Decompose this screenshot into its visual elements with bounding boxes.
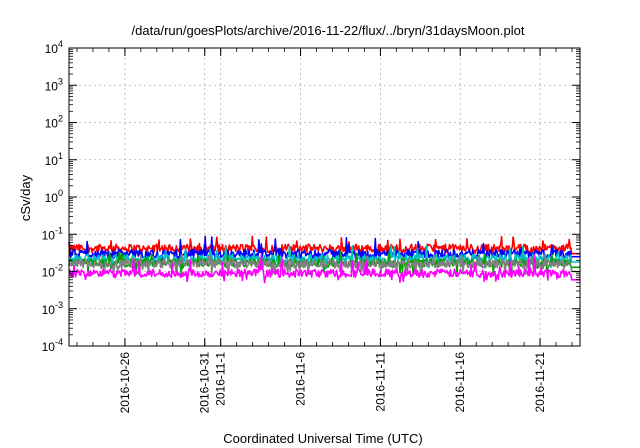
y-axis-label: cSv/day (18, 174, 33, 221)
y-tick-label: 102 (45, 114, 63, 131)
x-tick-label: 2016-11-6 (294, 352, 308, 406)
series-group (68, 235, 581, 284)
y-tick-label: 10-2 (42, 263, 63, 280)
x-tick-label: 2016-10-26 (118, 352, 132, 414)
x-tick-label: 2016-11-21 (533, 352, 547, 413)
axes (68, 47, 581, 347)
y-tick-label: 101 (45, 151, 63, 168)
x-tick-label: 2016-11-16 (453, 352, 467, 413)
series-line-3 (68, 244, 581, 270)
x-tick-label: 2016-11-11 (373, 352, 387, 412)
plot-frame (68, 47, 581, 347)
x-axis-label: Coordinated Universal Time (UTC) (223, 431, 422, 446)
x-tick-labels: 2016-10-26 2016-10-31 2016-11-1 2016-11-6 20… (118, 352, 547, 414)
series-line-1 (68, 235, 581, 255)
series-line-5 (68, 253, 581, 276)
y-tick-label: 10-3 (42, 300, 63, 317)
chart-title: /data/run/goesPlots/archive/2016-11-22/f… (132, 23, 525, 38)
y-tick-label: 10-1 (42, 225, 63, 242)
y-tick-label: 104 (45, 39, 63, 56)
y-tick-labels: 10-4 10-3 10-2 10-1 100 101 102 103 104 (42, 39, 63, 354)
y-tick-label: 100 (45, 188, 63, 205)
series-line-6 (68, 253, 581, 284)
y-tick-label: 10-4 (42, 337, 63, 354)
grid-lines (69, 48, 580, 346)
x-tick-label: 2016-11-1 (214, 352, 228, 406)
y-tick-label: 103 (45, 76, 63, 93)
x-tick-label: 2016-10-31 (198, 352, 212, 414)
